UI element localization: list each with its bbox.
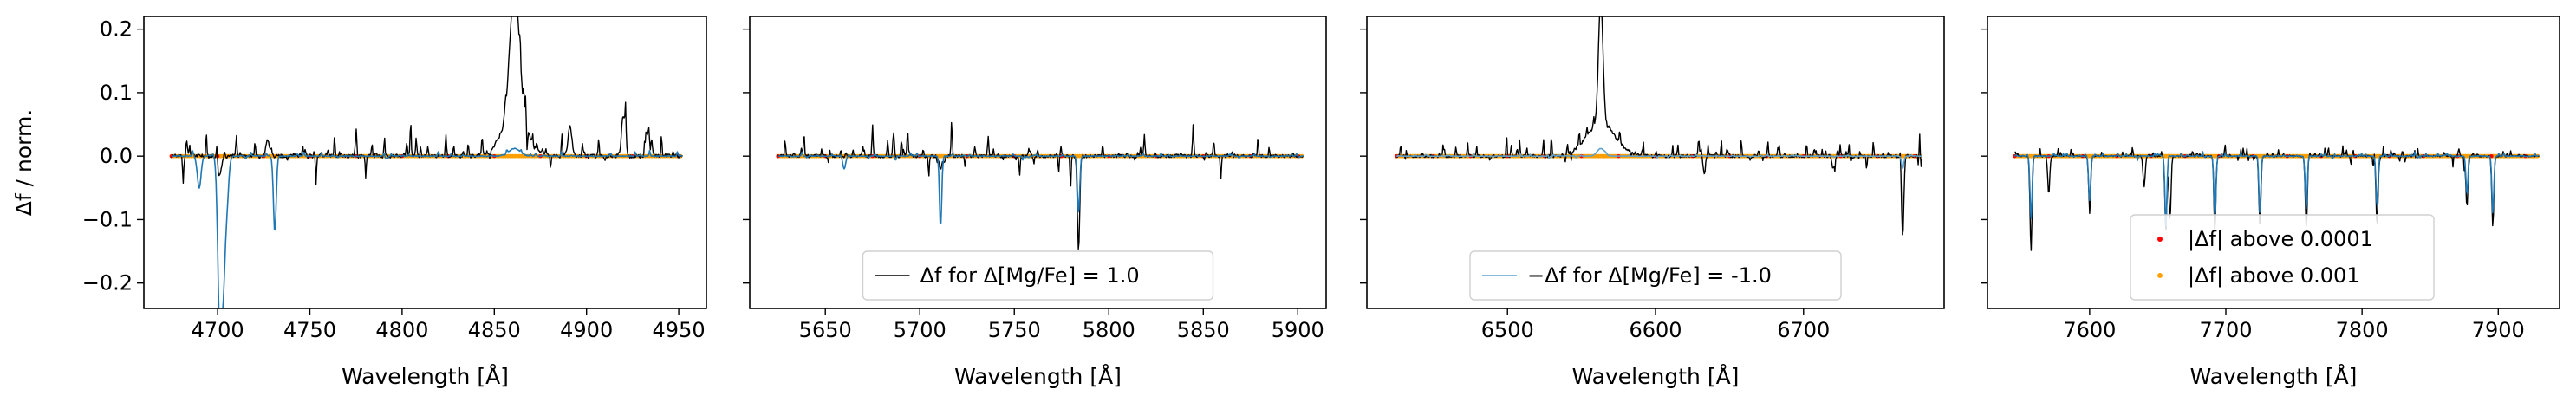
plot-area-3 xyxy=(1394,16,1923,236)
legend-label: Δf for Δ[Mg/Fe] = 1.0 xyxy=(920,263,1140,288)
legend-2: Δf for Δ[Mg/Fe] = 1.0 xyxy=(862,250,1214,301)
blue-spectrum-line xyxy=(2013,151,2540,227)
x-tick-label: 4800 xyxy=(375,318,428,342)
x-tick-label: 6600 xyxy=(1629,318,1682,342)
legend-point-swatch xyxy=(2157,273,2163,278)
x-tick-label: 7800 xyxy=(2336,318,2389,342)
legend-box xyxy=(862,250,1214,301)
axes-frame-2 xyxy=(749,16,1327,309)
black-spectrum-line xyxy=(171,16,683,186)
legend-label: |Δf| above 0.0001 xyxy=(2188,227,2373,251)
black-spectrum-line xyxy=(1395,16,1923,236)
x-tick-label: 6700 xyxy=(1777,318,1830,342)
y-tick-label: 0.0 xyxy=(100,144,133,168)
x-tick-label: 5650 xyxy=(799,318,852,342)
y-tick-label: 0.1 xyxy=(100,81,133,105)
y-axis-label: Δf / norm. xyxy=(11,109,36,217)
x-axis-label: Wavelength [Å] xyxy=(1572,364,1740,389)
blue-spectrum-line xyxy=(777,151,1304,224)
legend-label: −Δf for Δ[Mg/Fe] = -1.0 xyxy=(1527,263,1772,288)
x-tick-label: 6500 xyxy=(1481,318,1534,342)
y-tick-label: −0.2 xyxy=(82,271,133,295)
x-tick-label: 4950 xyxy=(653,318,706,342)
panel-4: 7600 7700 7800 7900 Wavelength [Å] |Δf| above… xyxy=(1981,16,2560,389)
x-tick-label: 5900 xyxy=(1272,318,1324,342)
panel-3: 6500 6600 6700 Wavelength [Å] −Δf for Δ[Mg/F… xyxy=(1360,16,1945,389)
plot-area-1 xyxy=(169,16,683,308)
x-tick-label: 4750 xyxy=(283,318,336,342)
legend-3: −Δf for Δ[Mg/Fe] = -1.0 xyxy=(1469,250,1842,301)
legend-box xyxy=(1469,250,1842,301)
legend-point-swatch xyxy=(2157,237,2163,242)
x-axis-label: Wavelength [Å] xyxy=(342,364,509,389)
x-tick-label: 5750 xyxy=(988,318,1041,342)
x-tick-label: 4850 xyxy=(468,318,521,342)
black-spectrum-line xyxy=(777,121,1304,250)
panel-1: 4700 4750 4800 4850 4900 4950 −0.2 −0.1 0.0 0.1 0.… xyxy=(11,16,707,389)
plot-area-2 xyxy=(776,121,1304,250)
blue-spectrum-line xyxy=(171,147,683,308)
x-tick-label: 5700 xyxy=(894,318,946,342)
x-tick-label: 4900 xyxy=(560,318,613,342)
x-axis-label: Wavelength [Å] xyxy=(954,364,1122,389)
panel-2: 5650 5700 5750 5800 5850 5900 Wavelength [Å] Δf… xyxy=(743,16,1327,389)
x-tick-label: 7700 xyxy=(2199,318,2252,342)
x-axis-label: Wavelength [Å] xyxy=(2190,364,2358,389)
x-tick-label: 7600 xyxy=(2063,318,2116,342)
blue-spectrum-line xyxy=(1396,147,1922,169)
axes-frame-4 xyxy=(1987,16,2560,309)
axes-frame-1 xyxy=(143,16,707,309)
plot-area-4 xyxy=(2013,144,2540,251)
legend-label: |Δf| above 0.001 xyxy=(2188,263,2360,288)
x-tick-label: 4700 xyxy=(192,318,244,342)
x-tick-label: 5850 xyxy=(1177,318,1230,342)
x-tick-label: 7900 xyxy=(2472,318,2525,342)
legend-4: |Δf| above 0.0001 |Δf| above 0.001 xyxy=(2130,214,2435,301)
y-tick-label: 0.2 xyxy=(100,17,133,42)
legend-box xyxy=(2130,214,2435,301)
x-tick-label: 5800 xyxy=(1083,318,1135,342)
y-tick-label: −0.1 xyxy=(82,207,133,231)
